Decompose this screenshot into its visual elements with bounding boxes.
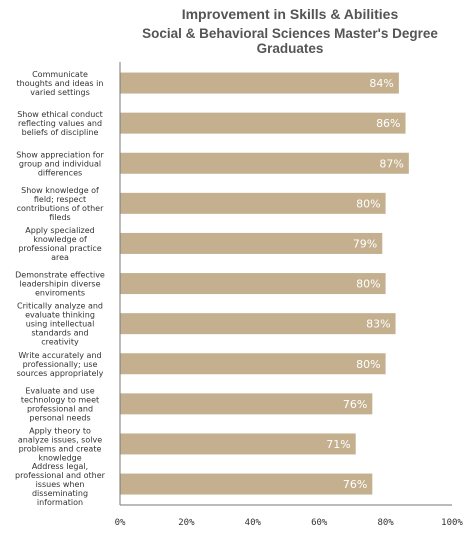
bar-value-label-1: 86% xyxy=(376,117,400,130)
bar-6 xyxy=(120,313,396,335)
x-tick-label-4: 80% xyxy=(377,518,394,528)
category-label-line: Apply theory to xyxy=(29,426,91,435)
x-ticks-layer: 0% 20% 40% 60% 80% 100% xyxy=(115,518,464,528)
category-label-line: Apply specialized xyxy=(25,226,94,235)
bar-value-label-0: 84% xyxy=(369,77,393,90)
category-label-line: contributions of other xyxy=(17,204,104,213)
bar-value-label-9: 71% xyxy=(326,438,350,451)
category-label-line: disseminating xyxy=(32,489,88,498)
category-label-6: Critically analyze and evaluate thinking u… xyxy=(17,302,103,347)
category-label-9: Apply theory to analyze issues, solve prob… xyxy=(18,426,102,462)
category-label-line: Show appreciation for xyxy=(16,150,104,159)
category-label-line: Address legal, xyxy=(32,462,88,471)
category-label-line: field; respect xyxy=(34,195,86,204)
category-label-line: knowledge xyxy=(38,453,81,462)
chart-subtitle: Social & Behavioral Sciences Master's De… xyxy=(142,26,438,56)
category-label-line: creativity xyxy=(41,338,79,347)
category-label-line: Critically analyze and xyxy=(17,302,103,311)
x-tick-label-3: 60% xyxy=(311,518,328,528)
x-tick-label-0: 0% xyxy=(115,518,126,528)
bar-10 xyxy=(120,473,373,495)
bar-value-label-2: 87% xyxy=(379,157,403,170)
category-label-line: professional and xyxy=(27,404,93,413)
category-label-line: area xyxy=(51,253,69,262)
category-label-line: personal needs xyxy=(29,413,90,422)
category-label-line: reflecting values and xyxy=(18,119,102,128)
category-label-line: differences xyxy=(38,168,82,177)
bar-value-label-8: 76% xyxy=(343,398,367,411)
category-label-line: standards and xyxy=(31,329,88,338)
category-label-line: technology to meet xyxy=(21,395,99,404)
category-label-line: using intellectual xyxy=(26,320,95,329)
bar-2 xyxy=(120,152,409,174)
category-label-line: Show knowledge of xyxy=(21,186,99,195)
category-label-1: Show ethical conduct reflecting values an… xyxy=(17,110,103,137)
category-label-line: sources appropriately xyxy=(17,369,104,378)
category-label-line: fileds xyxy=(49,213,70,222)
category-label-line: analyze issues, solve xyxy=(18,435,102,444)
category-label-line: evaluate thinking xyxy=(25,311,95,320)
category-label-2: Show appreciation for group and individua… xyxy=(16,150,104,177)
category-label-3: Show knowledge of field; respect contribut… xyxy=(17,186,104,222)
bar-1 xyxy=(120,112,406,134)
category-label-line: varied settings xyxy=(30,88,90,97)
category-label-line: leadershipin diverse xyxy=(19,280,100,289)
bar-0 xyxy=(120,72,399,94)
category-label-line: Write accurately and xyxy=(18,351,101,360)
bar-value-label-7: 80% xyxy=(356,358,380,371)
category-label-line: Demonstrate effective xyxy=(15,271,105,280)
category-label-line: Show ethical conduct xyxy=(17,110,103,119)
x-tick-label-1: 20% xyxy=(178,518,195,528)
bar-8 xyxy=(120,393,373,415)
category-label-line: knowledge of xyxy=(33,235,87,244)
category-label-line: Evaluate and use xyxy=(25,386,94,395)
bar-7 xyxy=(120,353,386,375)
bar-value-label-3: 80% xyxy=(356,197,380,210)
category-label-line: Communicate xyxy=(32,70,88,79)
category-label-line: professional practice xyxy=(18,244,101,253)
x-tick-label-5: 100% xyxy=(441,518,463,528)
category-label-line: information xyxy=(37,498,83,507)
category-label-line: professional and other xyxy=(15,471,106,480)
category-label-line: professionally; use xyxy=(23,360,98,369)
category-label-line: enviroments xyxy=(35,289,85,298)
category-labels-layer: Communicate thoughts and ideas in varied s… xyxy=(15,70,106,507)
bar-value-label-4: 79% xyxy=(353,237,377,250)
bar-value-label-5: 80% xyxy=(356,278,380,291)
bar-4 xyxy=(120,232,383,254)
category-label-line: problems and create xyxy=(19,444,102,453)
category-label-0: Communicate thoughts and ideas in varied s… xyxy=(17,70,104,97)
bar-3 xyxy=(120,192,386,214)
category-label-8: Evaluate and use technology to meet profes… xyxy=(21,386,99,422)
bar-value-label-10: 76% xyxy=(343,478,367,491)
category-label-line: issues when xyxy=(36,480,85,489)
category-label-10: Address legal, professional and other issu… xyxy=(15,462,106,507)
category-label-line: beliefs of discipline xyxy=(22,128,99,137)
category-label-5: Demonstrate effective leadershipin divers… xyxy=(15,271,105,298)
category-label-line: group and individual xyxy=(19,159,101,168)
category-label-4: Apply specialized knowledge of professiona… xyxy=(18,226,101,262)
bar-9 xyxy=(120,433,356,455)
category-label-7: Write accurately and professionally; use s… xyxy=(17,351,104,378)
bar-value-label-6: 83% xyxy=(366,318,390,331)
x-tick-label-2: 40% xyxy=(245,518,262,528)
bar-5 xyxy=(120,273,386,295)
category-label-line: thoughts and ideas in xyxy=(17,79,104,88)
chart-title: Improvement in Skills & Abilities xyxy=(181,6,399,22)
bars-layer: 84% 86% 87% 80% 79% 80% 83% 80% 76% 71% 76% xyxy=(120,72,409,495)
